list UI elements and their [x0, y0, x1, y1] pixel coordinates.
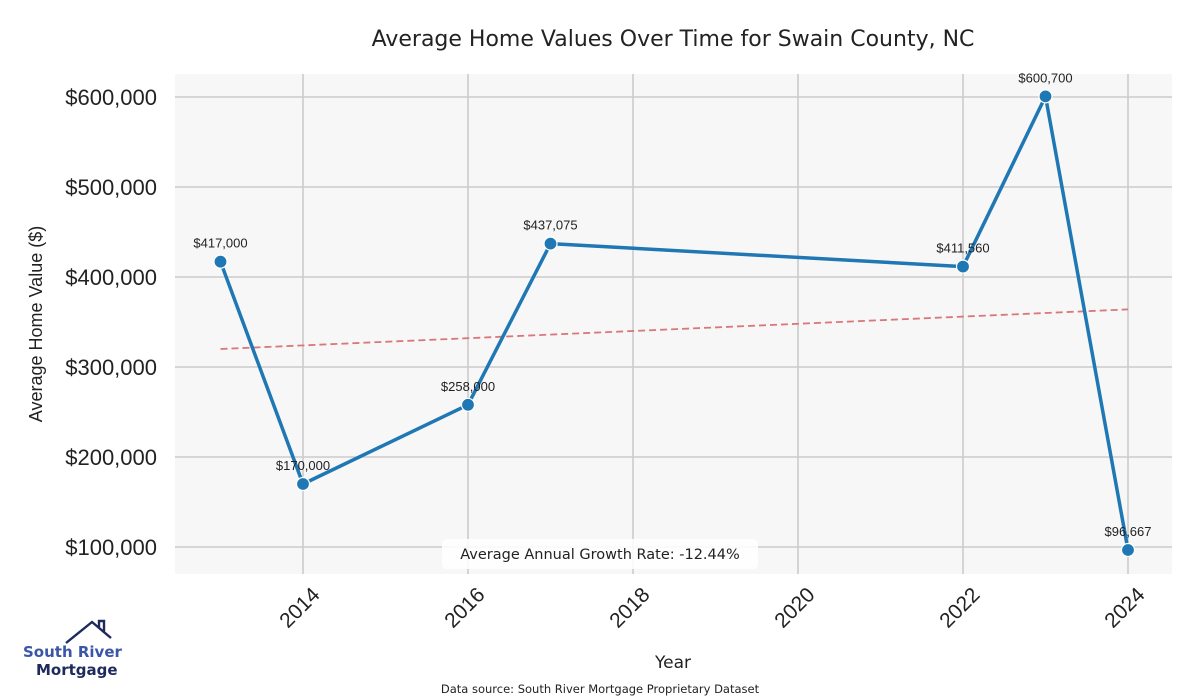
y-tick-label: $500,000	[65, 175, 157, 200]
x-tick-label: 2022	[935, 583, 984, 632]
growth-rate-annotation: Average Annual Growth Rate: -12.44%	[442, 539, 758, 569]
x-tick-label: 2018	[605, 583, 654, 632]
data-label: $437,075	[523, 218, 577, 233]
y-axis-label: Average Home Value ($)	[26, 226, 46, 422]
y-tick-label: $200,000	[65, 445, 157, 470]
data-label: $600,700	[1018, 70, 1072, 85]
annotation-box	[442, 539, 758, 569]
trend-line	[220, 308, 1129, 350]
data-label: $96,667	[1105, 524, 1152, 539]
y-tick-label: $300,000	[65, 355, 157, 380]
x-tick-label: 2020	[770, 583, 819, 632]
y-tick-label: $100,000	[65, 535, 157, 560]
y-tick-labels: $100,000 $200,000 $300,000 $400,000 $500,000…	[65, 85, 157, 560]
y-tick-label: $600,000	[65, 85, 157, 110]
grid	[175, 74, 1172, 574]
logo-line2: Mortgage	[36, 661, 118, 679]
data-point	[955, 259, 971, 274]
data-labels: $417,000 $170,000 $258,000 $437,075 $411,560…	[193, 70, 1151, 539]
data-point	[1038, 89, 1053, 104]
trend-line-group	[220, 308, 1129, 350]
y-tick-label: $400,000	[65, 265, 157, 290]
x-tick-labels: 2014 2016 2018 2020 2022 2024	[275, 583, 1150, 633]
plot-background	[175, 74, 1172, 574]
annotation-text: Average Annual Growth Rate: -12.44%	[460, 547, 740, 563]
data-label: $170,000	[276, 458, 330, 473]
data-point	[295, 476, 311, 492]
x-tick-label: 2024	[1100, 583, 1150, 633]
x-axis-label: Year	[654, 653, 691, 673]
data-point	[1120, 542, 1136, 558]
house-roof-icon	[65, 619, 112, 644]
chart-title: Average Home Values Over Time for Swain …	[372, 27, 975, 52]
series-line-group	[213, 89, 1136, 558]
data-source-note: Data source: South River Mortgage Propri…	[441, 682, 760, 696]
x-tick-label: 2014	[275, 583, 325, 633]
data-point	[543, 236, 558, 251]
x-tick-label: 2016	[440, 583, 489, 632]
south-river-mortgage-logo: South River Mortgage	[23, 619, 123, 679]
logo-line1: South River	[23, 643, 123, 661]
data-point	[460, 397, 476, 412]
data-label: $417,000	[193, 236, 247, 251]
data-label: $411,560	[936, 241, 989, 256]
data-point	[213, 254, 228, 269]
data-label: $258,000	[441, 379, 495, 394]
